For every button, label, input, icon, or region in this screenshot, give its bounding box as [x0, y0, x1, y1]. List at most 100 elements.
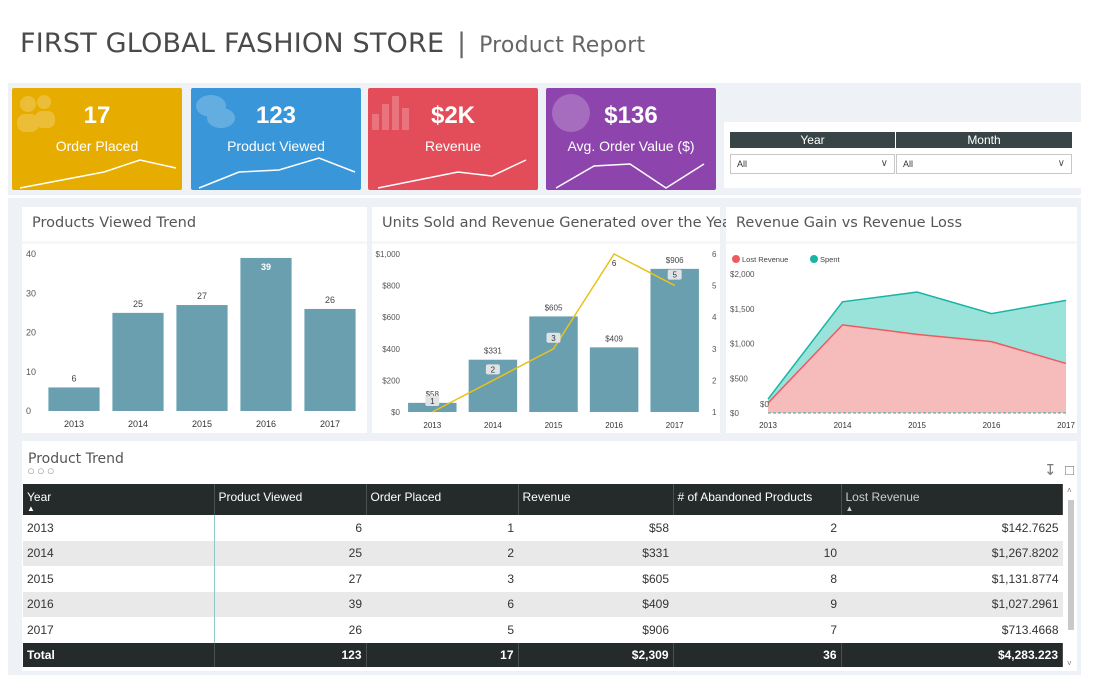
month-dropdown-value: All	[903, 159, 914, 169]
y-tick-label: $800	[382, 282, 400, 291]
scroll-down-icon[interactable]: ˅	[1067, 659, 1072, 668]
sort-ascending-icon: ▲	[27, 504, 35, 513]
table-cell: 2013	[23, 515, 215, 541]
filter-panel: Year All ∨ Month All ∨	[724, 122, 1081, 188]
lost-revenue-line	[767, 324, 1067, 404]
y2-tick-label: 4	[712, 313, 717, 322]
col-lost-revenue-header[interactable]: Lost Revenue ▲	[841, 484, 1063, 515]
table-cell: 27	[348, 571, 362, 586]
year-dropdown-value: All	[737, 159, 748, 169]
legend-label: Lost Revenue	[742, 255, 788, 264]
kpi-label: Revenue	[424, 138, 482, 154]
kpi-value: $136	[604, 102, 658, 129]
kpi-card-avg-order[interactable]: $136 Avg. Order Value ($)	[546, 88, 716, 190]
focus-mode-icon[interactable]: □	[1064, 462, 1074, 479]
table-cell: 9	[673, 591, 841, 617]
kpi-value: 123	[255, 102, 297, 129]
month-dropdown[interactable]: All ∨	[896, 154, 1072, 174]
x-tick-label: 2017	[320, 419, 340, 429]
sparkline	[377, 159, 527, 189]
x-tick-label: 2016	[605, 421, 623, 430]
col-year-header[interactable]: Year ▲	[23, 484, 215, 515]
y2-tick-label: 2	[712, 376, 717, 385]
table-row[interactable]: 2017 26 5 $906 7 $713.4668	[23, 617, 1063, 643]
bar	[176, 305, 228, 411]
chat-icon	[196, 95, 235, 128]
table-row[interactable]: 2013 6 1 $58 2 $142.7625	[23, 515, 1063, 541]
units-line	[431, 253, 676, 413]
legend-marker	[810, 255, 818, 263]
total-cell: Total	[23, 642, 215, 667]
download-icon[interactable]: ↧	[1044, 462, 1057, 479]
y2-tick-label: 5	[712, 282, 717, 291]
x-tick-label: 2013	[64, 419, 84, 429]
table-total-row: Total 123 17 $2,309 36 $4,283.223	[23, 642, 1063, 667]
line-data-label: 2	[491, 365, 496, 374]
y-tick-label: $0	[730, 409, 739, 418]
product-trend-table: Year ▲ Product Viewed Order Placed Revenu…	[23, 484, 1063, 667]
y-tick-label: $600	[382, 313, 400, 322]
revenue-gain-loss-chart[interactable]: Revenue Gain vs Revenue Loss Lost Revenu…	[726, 207, 1077, 433]
y-tick-label: $500	[730, 374, 748, 383]
y-tick-label: 40	[26, 249, 36, 259]
data-label: 26	[325, 295, 335, 305]
data-label: $906	[666, 256, 684, 265]
kpi-card-viewed[interactable]: 123 Product Viewed	[191, 88, 361, 190]
bar	[304, 308, 356, 411]
col-revenue-header[interactable]: Revenue	[518, 484, 674, 515]
kpi-card-orders[interactable]: 17 Order Placed	[12, 88, 182, 190]
spent-line	[767, 291, 1067, 400]
visual-controls: ↧ □	[1044, 461, 1074, 479]
month-slicer: Month All ∨	[896, 132, 1072, 174]
scroll-up-icon[interactable]: ˄	[1067, 486, 1072, 495]
data-label: $409	[605, 334, 623, 343]
x-tick-label: 2015	[192, 419, 212, 429]
table-cell: 39	[214, 591, 366, 617]
table-cell: 2015	[23, 566, 215, 592]
data-label: $331	[484, 347, 502, 356]
col-abandoned-header[interactable]: # of Abandoned Products	[673, 484, 842, 515]
data-label: $0	[760, 400, 769, 409]
data-label: 6	[71, 373, 76, 383]
bar-chart-icon	[372, 96, 409, 130]
y-tick-label: $2,000	[730, 270, 755, 279]
line-label-box	[485, 364, 500, 375]
units-revenue-svg: $0 $200 $400 $600 $800 $1,000 1 2 3 4 5 6 $58 2013 $33…	[372, 241, 720, 433]
table-row[interactable]: 2014 25 2 $331 10 $1,267.8202	[23, 540, 1063, 566]
kpi-card-revenue[interactable]: $2K Revenue	[368, 88, 538, 190]
kpi-label: Product Viewed	[227, 138, 325, 154]
drill-controls: ○○○	[27, 463, 57, 478]
drill-down-icon[interactable]: ○	[46, 463, 57, 478]
scroll-thumb[interactable]	[1068, 500, 1074, 630]
chevron-down-icon: ∨	[1057, 158, 1065, 169]
revenue-gain-loss-svg: Lost Revenue Spent $0 $500 $1,000 $1,500 $2,00…	[726, 241, 1077, 433]
table-cell: 8	[830, 571, 837, 586]
table-cell: 10	[673, 540, 841, 566]
col-order-placed-header[interactable]: Order Placed	[366, 484, 519, 515]
table-scrollbar[interactable]: ˄ ˅	[1066, 486, 1076, 668]
expand-all-icon[interactable]: ○	[36, 463, 47, 478]
total-cell: 123	[214, 642, 367, 667]
line-label-box	[667, 269, 682, 280]
table-row[interactable]: 2016 39 6 $409 9 $1,027.2961	[23, 591, 1063, 617]
products-viewed-chart[interactable]: Products Viewed Trend 0 10 20 30 40 6 2013 25 20…	[22, 207, 367, 433]
kpi-label: Order Placed	[55, 138, 139, 154]
drill-up-icon[interactable]: ○	[27, 463, 37, 478]
x-tick-label: 2013	[759, 421, 777, 430]
col-product-viewed-header[interactable]: Product Viewed	[214, 484, 367, 515]
y-tick-label: $200	[382, 376, 400, 385]
units-revenue-chart[interactable]: Units Sold and Revenue Generated over th…	[372, 207, 744, 433]
y-tick-label: $0	[391, 408, 400, 417]
legend-marker	[732, 255, 740, 263]
x-tick-label: 2017	[1057, 421, 1075, 430]
kpi-value: $2K	[430, 102, 476, 129]
table-cell: 2017	[23, 617, 215, 643]
title-separator: |	[457, 28, 467, 59]
x-tick-label: 2014	[128, 419, 148, 429]
table-cell: $906	[642, 622, 669, 637]
table-row[interactable]: 2015 27 3 $605 8 $1,131.8774	[23, 566, 1063, 592]
products-viewed-svg: 0 10 20 30 40 6 2013 25 2014 27 2015 39 2016 26 2017	[22, 241, 367, 433]
total-cell: $2,309	[518, 642, 674, 667]
table-cell: 3	[507, 571, 514, 586]
year-dropdown[interactable]: All ∨	[730, 154, 895, 174]
